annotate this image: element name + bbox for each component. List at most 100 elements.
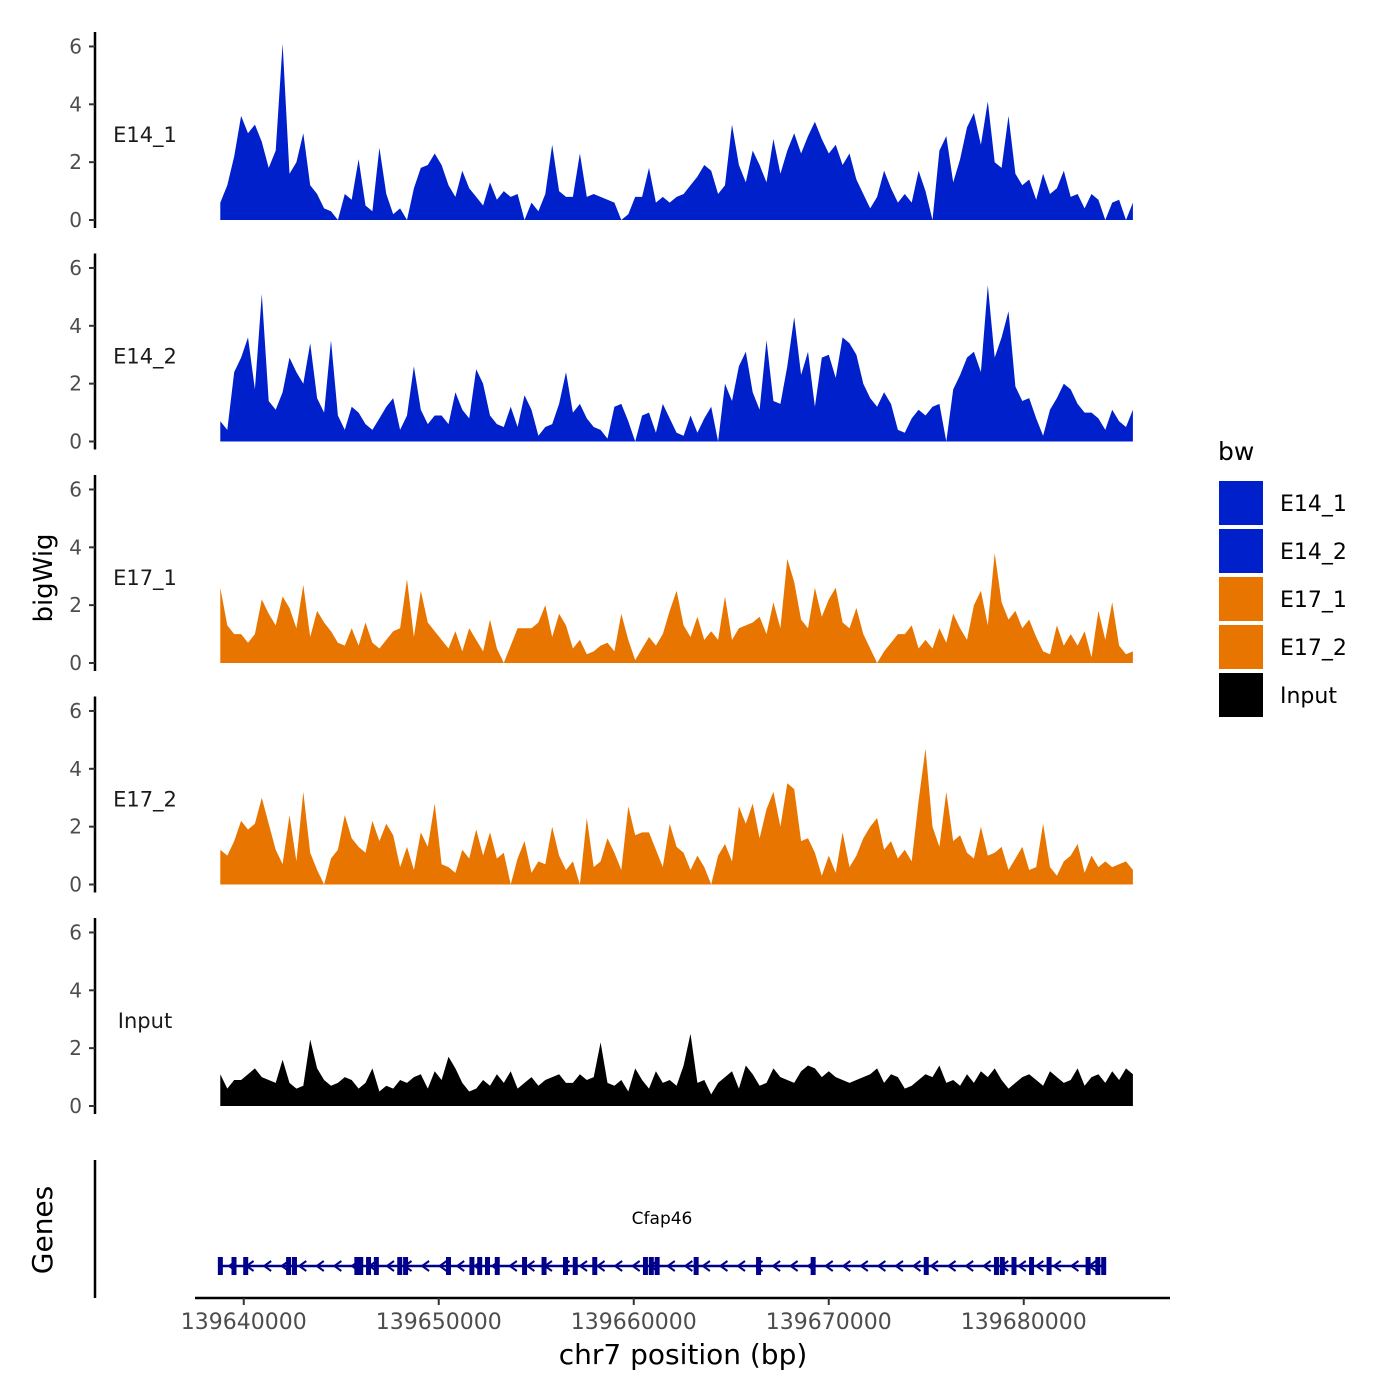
gene-exon [1101, 1257, 1107, 1275]
strand-arrow [315, 1260, 325, 1272]
track-e17-2: 0 2 4 6 E17_2 [69, 696, 1133, 897]
strand-arrow [876, 1260, 886, 1272]
strand-arrow [859, 1260, 869, 1272]
track-label: E17_1 [113, 566, 177, 591]
track-label: E14_2 [113, 345, 177, 370]
y-tick-label: 0 [69, 430, 82, 454]
strand-arrow [1069, 1260, 1080, 1272]
gene-exon [923, 1257, 929, 1275]
legend-label: E14_2 [1280, 540, 1347, 565]
strand-arrow [385, 1260, 395, 1272]
gene-exon [291, 1257, 297, 1275]
legend-key [1217, 623, 1265, 671]
legend: bw E14_1 E14_2 E17_1 E17_2 Input [1217, 437, 1347, 719]
x-axis-title: chr7 position (bp) [559, 1338, 808, 1371]
strand-arrow [946, 1260, 957, 1272]
gene-exon [358, 1257, 364, 1275]
genes-axis-title: Genes [26, 1186, 59, 1274]
gene-exon [286, 1257, 292, 1275]
gene-exon [403, 1257, 409, 1275]
gene-exon [993, 1257, 999, 1275]
y-tick-label: 0 [69, 208, 82, 232]
y-tick-label: 2 [69, 1036, 82, 1060]
legend-label: E17_2 [1280, 636, 1347, 661]
track-label: E17_2 [113, 788, 177, 813]
y-tick-label: 4 [69, 757, 82, 781]
strand-arrow [683, 1260, 693, 1272]
strand-arrow [508, 1260, 518, 1272]
x-axis: 139640000 139650000 139660000 139670000 1396… [181, 1296, 1170, 1335]
gene-exon [563, 1257, 568, 1275]
coverage-area [220, 285, 1133, 442]
y-tick-label: 6 [69, 34, 82, 58]
gene-exon [654, 1257, 660, 1275]
legend-label: Input [1280, 684, 1337, 709]
strand-arrow [718, 1260, 729, 1272]
strand-arrow [981, 1260, 992, 1272]
strand-arrow [437, 1260, 448, 1272]
gene-exon [231, 1257, 237, 1275]
legend-label: E14_1 [1280, 492, 1347, 517]
strand-arrow [788, 1260, 799, 1272]
strand-arrow [332, 1260, 342, 1272]
track-e14-2: 0 2 4 6 E14_2 [69, 253, 1133, 454]
y-tick-label: 0 [69, 873, 82, 897]
strand-arrow [630, 1260, 641, 1272]
gene-exon [217, 1257, 223, 1275]
gene-exon [541, 1257, 547, 1275]
track-e17-1: 0 2 4 6 E17_1 [69, 475, 1133, 675]
strand-arrow [736, 1260, 746, 1272]
y-tick-label: 6 [69, 920, 82, 944]
gene-exon [469, 1257, 475, 1275]
strand-arrow [841, 1260, 851, 1272]
strand-arrow [613, 1260, 623, 1272]
y-tick-label: 6 [69, 256, 82, 280]
strand-arrow [911, 1260, 922, 1272]
y-tick-label: 4 [69, 314, 82, 338]
coverage-area [220, 43, 1133, 220]
strand-arrow [420, 1260, 430, 1272]
gene-exon [756, 1257, 762, 1275]
strand-arrow [666, 1260, 676, 1272]
gene-exon [243, 1257, 249, 1275]
y-tick-label: 0 [69, 1094, 82, 1118]
legend-key [1217, 479, 1265, 527]
gene-exon [1085, 1257, 1091, 1275]
gene-exon [366, 1257, 372, 1275]
gene-exon [999, 1257, 1005, 1275]
gene-exon [1029, 1257, 1035, 1275]
strand-arrow [1017, 1260, 1027, 1272]
gene-exon [522, 1257, 528, 1275]
strand-arrow [894, 1260, 904, 1272]
gene-panel: Cfap46 [93, 1160, 1107, 1298]
legend-title: bw [1218, 437, 1254, 466]
gene-exon [485, 1257, 490, 1275]
y-axis-title: bigWig [29, 533, 59, 622]
strand-arrow [1052, 1260, 1062, 1272]
y-tick-label: 4 [69, 535, 82, 559]
gene-name-label: Cfap46 [632, 1209, 693, 1229]
strand-arrow [262, 1260, 272, 1272]
y-tick-label: 2 [69, 372, 82, 396]
legend-key [1217, 671, 1265, 719]
track-label: E14_1 [113, 123, 177, 148]
gene-exon [354, 1257, 360, 1275]
strand-arrow [525, 1260, 535, 1272]
legend-label: E17_1 [1280, 588, 1347, 613]
strand-arrow [578, 1260, 588, 1272]
x-tick-label: 139680000 [961, 1310, 1087, 1335]
gene-exon [592, 1257, 598, 1275]
gene-exon [1046, 1257, 1052, 1275]
strand-arrow [1034, 1260, 1044, 1272]
coverage-area [220, 748, 1133, 885]
legend-key [1217, 527, 1265, 575]
y-tick-label: 6 [69, 477, 82, 501]
track-e14-1: 0 2 4 6 E14_1 [69, 32, 1133, 232]
y-tick-label: 0 [69, 651, 82, 675]
y-tick-label: 2 [69, 815, 82, 839]
gene-exon [1011, 1257, 1017, 1275]
y-tick-label: 2 [69, 593, 82, 617]
x-tick-label: 139640000 [181, 1310, 307, 1335]
x-tick-label: 139670000 [766, 1310, 892, 1335]
